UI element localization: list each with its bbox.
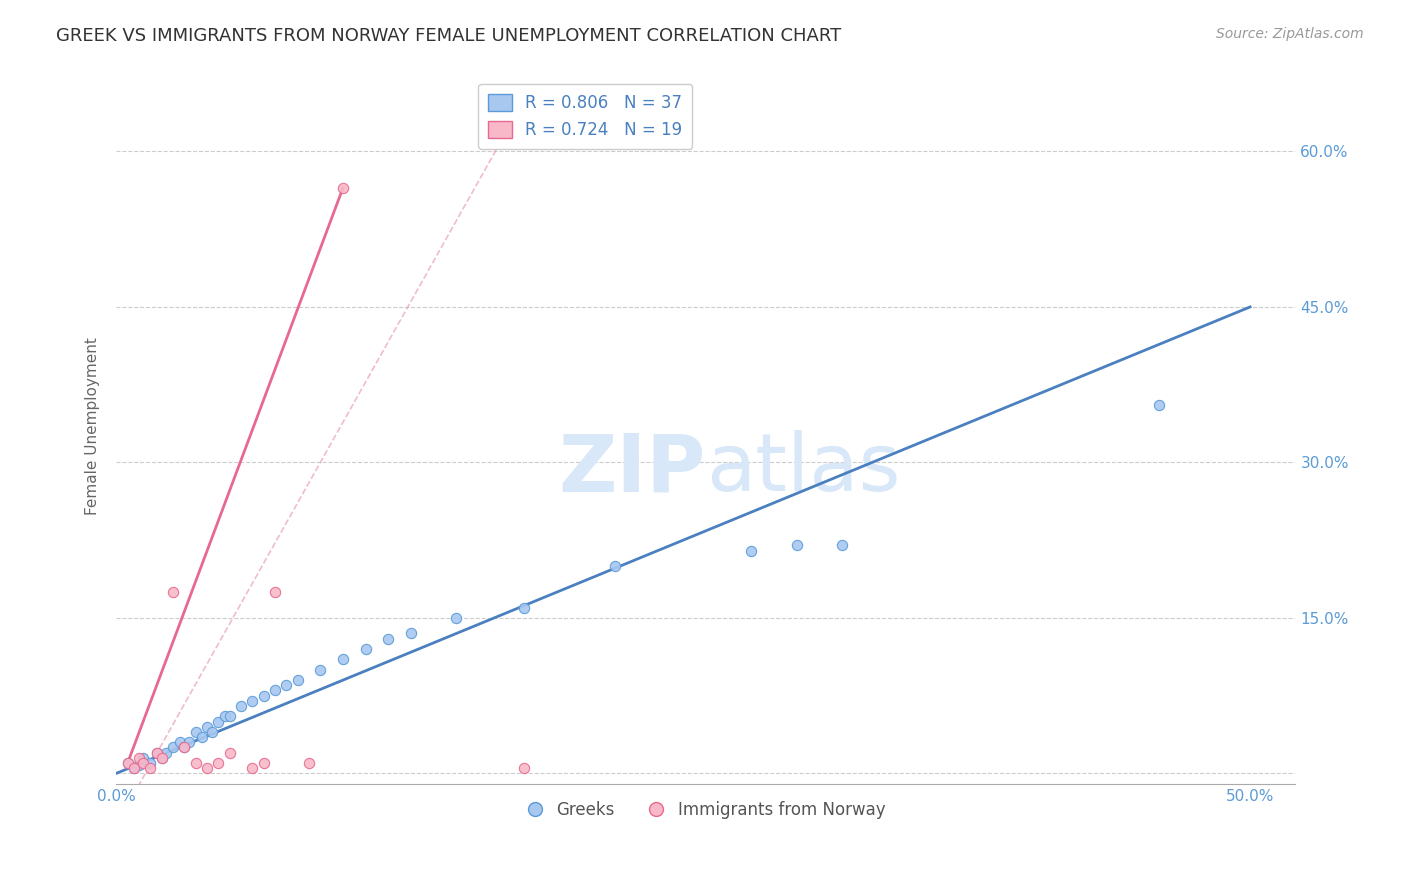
Point <box>214 709 236 723</box>
Point <box>173 740 195 755</box>
Point <box>253 756 276 770</box>
Point <box>195 761 218 775</box>
Point <box>169 735 191 749</box>
Point <box>354 642 377 657</box>
Point <box>207 756 229 770</box>
Legend: Greeks, Immigrants from Norway: Greeks, Immigrants from Norway <box>520 794 893 825</box>
Point <box>117 756 139 770</box>
Point <box>124 761 146 775</box>
Point <box>184 725 207 739</box>
Point <box>399 626 422 640</box>
Point <box>1149 398 1171 412</box>
Text: Source: ZipAtlas.com: Source: ZipAtlas.com <box>1216 27 1364 41</box>
Point <box>132 751 155 765</box>
Point <box>786 538 808 552</box>
Point <box>332 180 354 194</box>
Point <box>309 663 332 677</box>
Point <box>831 538 853 552</box>
Point <box>162 585 184 599</box>
Point <box>155 746 177 760</box>
Point <box>146 746 169 760</box>
Point <box>132 756 155 770</box>
Point <box>191 730 214 744</box>
Point <box>240 694 263 708</box>
Point <box>298 756 321 770</box>
Point <box>446 611 468 625</box>
Point <box>150 751 173 765</box>
Point <box>128 758 150 772</box>
Point <box>173 740 195 755</box>
Point <box>200 725 222 739</box>
Point <box>332 652 354 666</box>
Point <box>253 689 276 703</box>
Point <box>218 746 240 760</box>
Point <box>139 761 162 775</box>
Point <box>146 746 169 760</box>
Point <box>264 683 287 698</box>
Point <box>195 720 218 734</box>
Point <box>128 751 150 765</box>
Point <box>740 543 762 558</box>
Point <box>218 709 240 723</box>
Point <box>229 698 252 713</box>
Text: ZIP: ZIP <box>558 430 706 508</box>
Point <box>139 756 162 770</box>
Point <box>605 559 627 574</box>
Y-axis label: Female Unemployment: Female Unemployment <box>86 337 100 515</box>
Text: atlas: atlas <box>706 430 900 508</box>
Text: GREEK VS IMMIGRANTS FROM NORWAY FEMALE UNEMPLOYMENT CORRELATION CHART: GREEK VS IMMIGRANTS FROM NORWAY FEMALE U… <box>56 27 841 45</box>
Point <box>287 673 309 687</box>
Point <box>150 751 173 765</box>
Point <box>240 761 263 775</box>
Point <box>207 714 229 729</box>
Point <box>177 735 200 749</box>
Point <box>162 740 184 755</box>
Point <box>264 585 287 599</box>
Point <box>513 600 536 615</box>
Point <box>184 756 207 770</box>
Point <box>513 761 536 775</box>
Point <box>117 756 139 770</box>
Point <box>124 761 146 775</box>
Point <box>377 632 399 646</box>
Point <box>276 678 298 692</box>
